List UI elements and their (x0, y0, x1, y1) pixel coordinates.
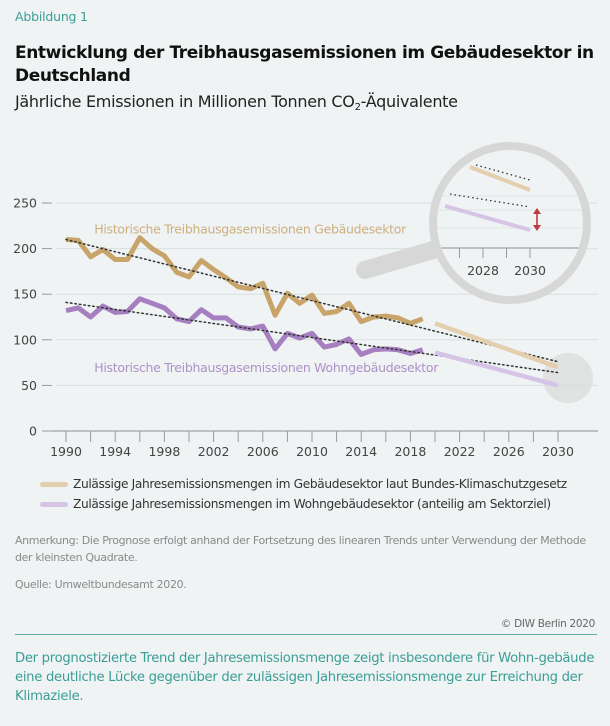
magnifier-building-trend (475, 164, 531, 181)
y-tick-label: 50 (21, 378, 37, 393)
legend-item-residential-allowed: Zulässige Jahresemissionsmengen im Wohng… (40, 494, 567, 514)
copyright: © DIW Berlin 2020 (500, 618, 595, 630)
divider (15, 634, 597, 635)
legend-label: Zulässige Jahresemissionsmengen im Gebäu… (73, 477, 567, 491)
magnifier-handle (356, 239, 449, 279)
annotations: Historische Treibhausgasemissionen Gebäu… (94, 222, 439, 376)
subtitle-text: Jährliche Emissionen in Millionen Tonnen… (15, 92, 355, 111)
x-tick-label: 2030 (542, 444, 574, 459)
series (65, 235, 559, 388)
x-tick-label: 2014 (345, 444, 377, 459)
x-tick-label: 2010 (296, 444, 328, 459)
emissions-chart: 0 50 100 150 200 250 1990 1994 1998 2002 2006 2010 2… (13, 142, 598, 459)
magnifier-tick-label: 2028 (467, 263, 499, 278)
subtitle-subscript: 2 (354, 102, 361, 113)
legend-item-building-allowed: Zulässige Jahresemissionsmengen im Gebäu… (40, 474, 567, 494)
series-line-building_allowed-4 (434, 321, 559, 370)
y-tick-label: 150 (13, 287, 37, 302)
subtitle-text-end: -Äquivalente (360, 92, 458, 111)
series-line-building-0 (65, 235, 424, 326)
series-line-residential_allowed-5 (434, 350, 559, 388)
magnifier-residential-allowed (444, 204, 531, 232)
x-tick-label: 1994 (99, 444, 131, 459)
y-tick-label: 250 (13, 196, 37, 211)
y-tick-label: 100 (13, 332, 37, 347)
x-tick-label: 2018 (394, 444, 426, 459)
chart-title: Entwicklung der Treibhausgasemissionen i… (15, 43, 594, 86)
legend-swatch-building-allowed (40, 481, 68, 487)
x-tick-label: 1998 (148, 444, 180, 459)
x-tick-label: 2002 (198, 444, 230, 459)
legend-swatch-residential-allowed (40, 501, 68, 507)
magnifier-building-allowed (469, 165, 531, 192)
series-line-trend-2 (65, 238, 559, 363)
magnifier: 2028 2030 (356, 142, 591, 304)
footnote: Anmerkung: Die Prognose erfolgt anhand d… (15, 534, 586, 564)
y-tick-label: 0 (29, 424, 37, 439)
caption: Der prognostizierte Trend der Jahresemis… (15, 651, 595, 704)
y-tick-label: 200 (13, 241, 37, 256)
figure-label: Abbildung 1 (15, 9, 88, 24)
magnifier-content: 2028 2030 (437, 164, 583, 278)
x-tick-label: 2026 (493, 444, 525, 459)
magnifier-tick-label: 2030 (514, 263, 546, 278)
legend: Zulässige Jahresemissionsmengen im Gebäu… (40, 474, 567, 514)
gap-arrow-head-down (533, 225, 541, 231)
magnifier-background (543, 353, 593, 404)
x-tick-label: 1990 (50, 444, 82, 459)
magnifier-residential-trend (449, 193, 531, 208)
legend-label: Zulässige Jahresemissionsmengen im Wohng… (73, 497, 551, 511)
series-annotation-residential: Historische Treibhausgasemissionen Wohng… (94, 360, 439, 375)
series-line-trend-3 (65, 301, 559, 374)
source-note: Quelle: Umweltbundesamt 2020. (15, 578, 187, 591)
x-tick-label: 2022 (444, 444, 476, 459)
gap-arrow-head-up (533, 208, 541, 214)
axes: 0 50 100 150 200 250 1990 1994 1998 2002 2006 2010 2… (13, 196, 598, 459)
x-tick-label: 2006 (247, 444, 279, 459)
chart-subtitle: Jährliche Emissionen in Millionen Tonnen… (15, 92, 458, 113)
series-annotation-building: Historische Treibhausgasemissionen Gebäu… (94, 222, 407, 237)
focus-highlight (543, 353, 593, 404)
